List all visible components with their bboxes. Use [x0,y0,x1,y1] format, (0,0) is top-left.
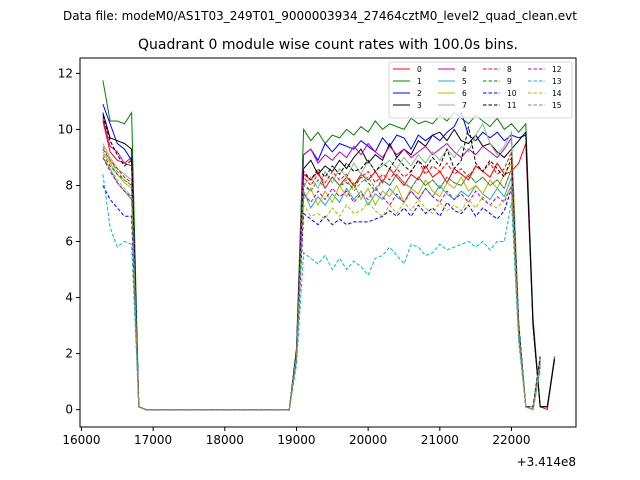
legend-label-13: 13 [552,77,562,86]
legend-label-5: 5 [462,77,467,86]
y-tick-label: 4 [65,291,73,305]
legend-label-11: 11 [507,101,517,110]
legend-label-2: 2 [417,89,422,98]
x-tick-label: 18000 [206,433,244,447]
plot-frame [79,57,577,428]
figure-suptitle: Data file: modeM0/AS1T03_249T01_90000039… [63,9,577,23]
legend-label-10: 10 [507,89,517,98]
legend-label-15: 15 [552,101,562,110]
x-tick-label: 20000 [349,433,387,447]
legend-label-14: 14 [552,89,562,98]
series-line-1 [102,80,555,411]
legend-label-1: 1 [417,77,422,86]
y-tick-label: 12 [58,66,73,80]
x-axis: 16000 17000 18000 19000 20000 21000 22000 [62,427,531,447]
y-tick-label: 10 [58,122,73,136]
series-line-4 [102,118,541,411]
legend-label-3: 3 [417,101,422,110]
series-line-7 [102,122,541,411]
x-tick-label: 22000 [492,433,530,447]
series-line-10 [102,185,541,411]
y-axis: 0 2 4 6 8 10 12 [58,66,80,417]
y-tick-label: 8 [65,178,73,192]
series-line-0 [102,120,555,411]
series-line-6 [102,151,541,411]
x-tick-label: 19000 [277,433,315,447]
plot-area [102,80,555,411]
series-line-13 [102,174,541,411]
legend-label-0: 0 [417,65,422,74]
y-tick-label: 6 [65,235,73,249]
series-line-12 [102,157,541,411]
x-tick-label: 21000 [421,433,459,447]
x-tick-label: 16000 [62,433,100,447]
x-tick-label: 17000 [134,433,172,447]
legend-label-7: 7 [462,101,467,110]
legend-label-4: 4 [462,65,467,74]
series-line-15 [102,146,541,411]
legend-label-8: 8 [507,65,512,74]
x-offset-label: +3.414e8 [517,455,576,469]
y-tick-label: 2 [65,347,73,361]
legend-box [388,61,573,119]
chart-title: Quadrant 0 module wise count rates with … [138,37,518,53]
y-tick-label: 0 [65,403,73,417]
legend-label-6: 6 [462,89,467,98]
legend-label-12: 12 [552,65,562,74]
series-line-8 [102,148,541,411]
legend-label-9: 9 [507,77,512,86]
